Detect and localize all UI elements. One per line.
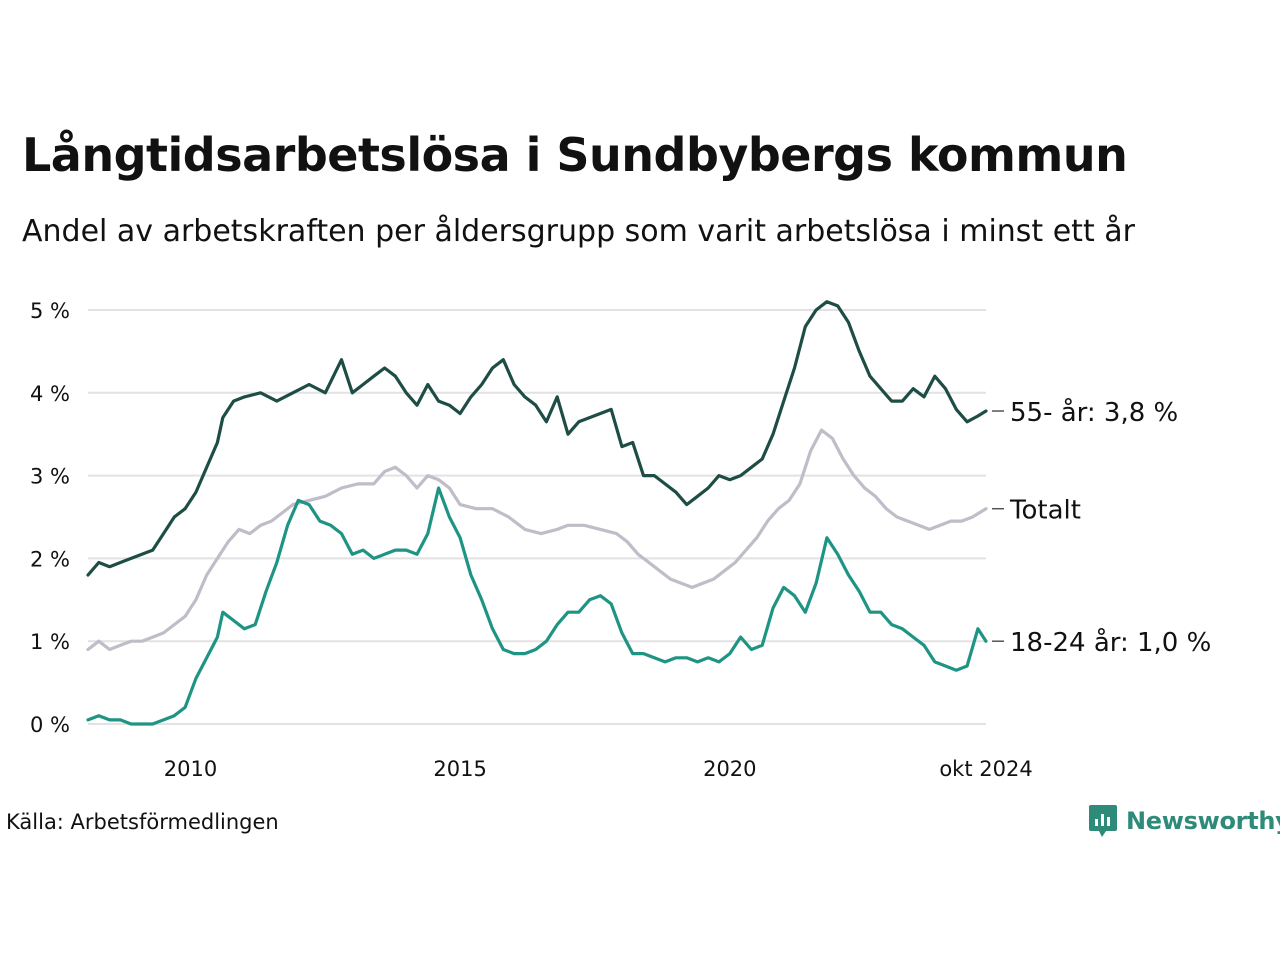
y-tick-label: 0 % [30, 713, 70, 737]
source-note: Källa: Arbetsförmedlingen [6, 810, 279, 834]
x-tick-label: 2010 [164, 757, 217, 781]
chart-title: Långtidsarbetslösa i Sundbybergs kommun [22, 128, 1128, 182]
y-tick-label: 2 % [30, 547, 70, 571]
newsworthy-logo-icon [1089, 805, 1117, 837]
x-tick-label: okt 2024 [939, 757, 1032, 781]
brand-name: Newsworthy [1126, 807, 1280, 835]
x-tick-label: 2020 [703, 757, 756, 781]
brand-logo[interactable]: Newsworthy [1088, 803, 1280, 839]
series-line-18-24-r [86, 486, 988, 726]
x-tick-label: 2015 [433, 757, 486, 781]
y-tick-label: 4 % [30, 382, 70, 406]
series-end-label: 55- år: 3,8 % [1010, 397, 1178, 428]
chart-subtitle: Andel av arbetskraften per åldersgrupp s… [22, 214, 1135, 249]
y-tick-label: 5 % [30, 299, 70, 323]
y-tick-label: 1 % [30, 630, 70, 654]
series-line-totalt [86, 428, 988, 652]
series-line-55-r [86, 300, 988, 577]
y-tick-label: 3 % [30, 465, 70, 489]
series-end-label: Totalt [1009, 496, 1081, 526]
series-end-label: 18-24 år: 1,0 % [1010, 627, 1211, 658]
